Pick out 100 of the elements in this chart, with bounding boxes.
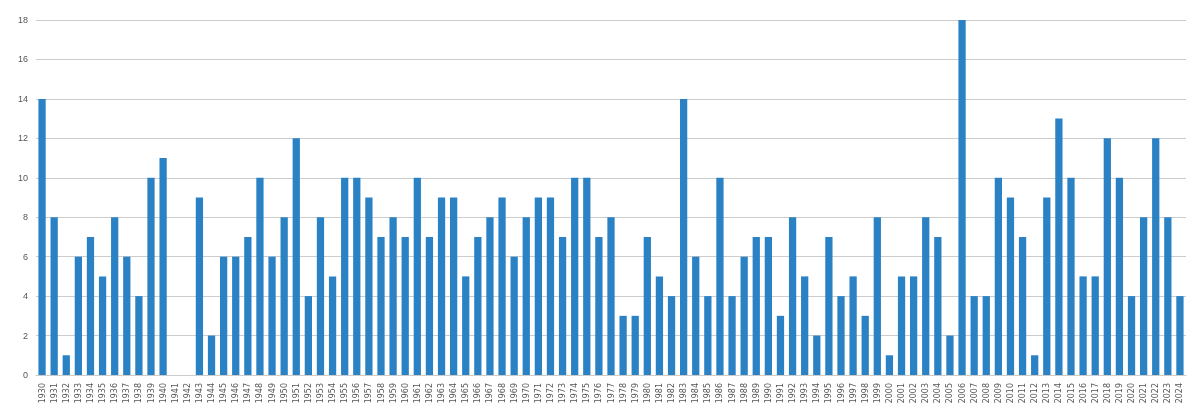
- x-tick-label: 1930: [37, 383, 47, 404]
- bar: [728, 296, 736, 375]
- x-tick-label: 1986: [715, 383, 725, 404]
- x-tick-label: 1936: [110, 383, 120, 404]
- bar: [86, 236, 95, 375]
- x-tick-label: 1994: [812, 383, 822, 404]
- x-tick-label: 1977: [606, 383, 616, 404]
- bar: [534, 197, 542, 375]
- x-tick-label: 1931: [49, 383, 59, 404]
- bar: [510, 256, 518, 375]
- x-tick-label: 1997: [848, 383, 858, 404]
- bar: [680, 98, 688, 375]
- bar: [232, 256, 240, 375]
- x-tick-label: 2018: [1102, 383, 1112, 404]
- x-tick-label: 2016: [1078, 383, 1088, 404]
- bar: [946, 335, 954, 375]
- x-tick-label: 1947: [243, 383, 253, 404]
- x-tick-label: 1996: [836, 383, 846, 404]
- x-tick-label: 1968: [497, 383, 507, 404]
- x-tick-label: 1979: [630, 383, 640, 404]
- x-tick-label: 1953: [315, 383, 325, 404]
- x-tick-label: 1957: [364, 383, 374, 404]
- bar: [437, 197, 446, 375]
- bar: [135, 296, 143, 375]
- x-tick-label: 1984: [691, 383, 701, 404]
- bar: [1091, 276, 1099, 375]
- x-tick-label: 1985: [703, 383, 713, 404]
- x-tick-label: 1959: [388, 383, 398, 404]
- x-tick-label: 1987: [727, 383, 737, 404]
- x-tick-label: 1941: [170, 383, 180, 404]
- x-tick-label: 1988: [739, 383, 749, 404]
- bar: [341, 177, 349, 375]
- x-tick-label: 2011: [1018, 383, 1028, 404]
- x-tick-label: 1932: [61, 383, 71, 404]
- bar: [1152, 138, 1160, 375]
- bar: [280, 217, 288, 375]
- bar: [1140, 217, 1148, 375]
- x-tick-label: 2023: [1163, 383, 1173, 404]
- bar: [98, 276, 107, 375]
- x-tick-label: 1978: [618, 383, 628, 404]
- x-tick-label: 1933: [73, 383, 83, 404]
- x-tick-label: 2010: [1005, 383, 1015, 404]
- x-tick-label: 2024: [1175, 383, 1185, 404]
- bar: [849, 276, 857, 375]
- bar: [982, 296, 990, 375]
- bar: [425, 236, 434, 375]
- x-tick-label: 1995: [824, 383, 834, 404]
- y-tick-label: 14: [17, 93, 28, 104]
- x-tick-label: 1952: [303, 383, 313, 404]
- bar: [522, 217, 530, 375]
- x-tick-label: 2021: [1139, 383, 1149, 404]
- x-tick-label: 1940: [158, 383, 168, 404]
- y-tick-label: 0: [22, 370, 28, 380]
- x-tick-label: 1969: [509, 383, 519, 404]
- bar: [401, 236, 409, 375]
- bar: [38, 98, 46, 375]
- x-tick-label: 2000: [884, 383, 894, 404]
- x-tick-label: 1963: [437, 383, 447, 404]
- x-tick-label: 1993: [800, 383, 810, 404]
- x-tick-label: 1937: [122, 383, 132, 404]
- bar: [994, 177, 1002, 375]
- bar: [474, 236, 482, 375]
- bar: [304, 296, 312, 375]
- bar: [1018, 236, 1027, 375]
- x-tick-label: 1938: [134, 383, 144, 404]
- bar: [716, 177, 724, 375]
- x-tick-label: 2022: [1151, 383, 1161, 404]
- bar: [837, 296, 845, 375]
- x-tick-label: 2004: [933, 383, 943, 404]
- x-tick-label: 2003: [921, 383, 931, 404]
- bar: [607, 217, 615, 375]
- bar: [571, 177, 579, 375]
- bar: [74, 256, 82, 375]
- bar: [873, 217, 881, 375]
- y-tick-label: 8: [22, 212, 28, 223]
- x-tick-label: 2008: [981, 383, 991, 404]
- x-tick-label: 1973: [558, 383, 568, 404]
- bar: [377, 236, 385, 375]
- bar: [462, 276, 470, 375]
- bar: [1067, 177, 1075, 375]
- bar: [595, 236, 603, 375]
- bar: [813, 335, 821, 375]
- y-tick-label: 10: [17, 172, 28, 183]
- x-tick-label: 2007: [969, 383, 979, 404]
- bar: [353, 177, 361, 375]
- bar: [1176, 296, 1184, 375]
- bar: [220, 256, 228, 375]
- y-tick-label: 4: [22, 291, 28, 302]
- x-tick-label: 1989: [751, 383, 761, 404]
- bar: [450, 197, 458, 375]
- x-tick-label: 1946: [231, 383, 241, 404]
- x-tick-label: 1943: [194, 383, 204, 404]
- bar: [825, 236, 833, 375]
- bar: [643, 236, 651, 375]
- x-tick-label: 2009: [993, 383, 1003, 404]
- bar: [316, 217, 325, 375]
- bar: [704, 296, 712, 375]
- bar: [1031, 355, 1039, 375]
- bar: [111, 217, 119, 375]
- bar: [292, 138, 300, 375]
